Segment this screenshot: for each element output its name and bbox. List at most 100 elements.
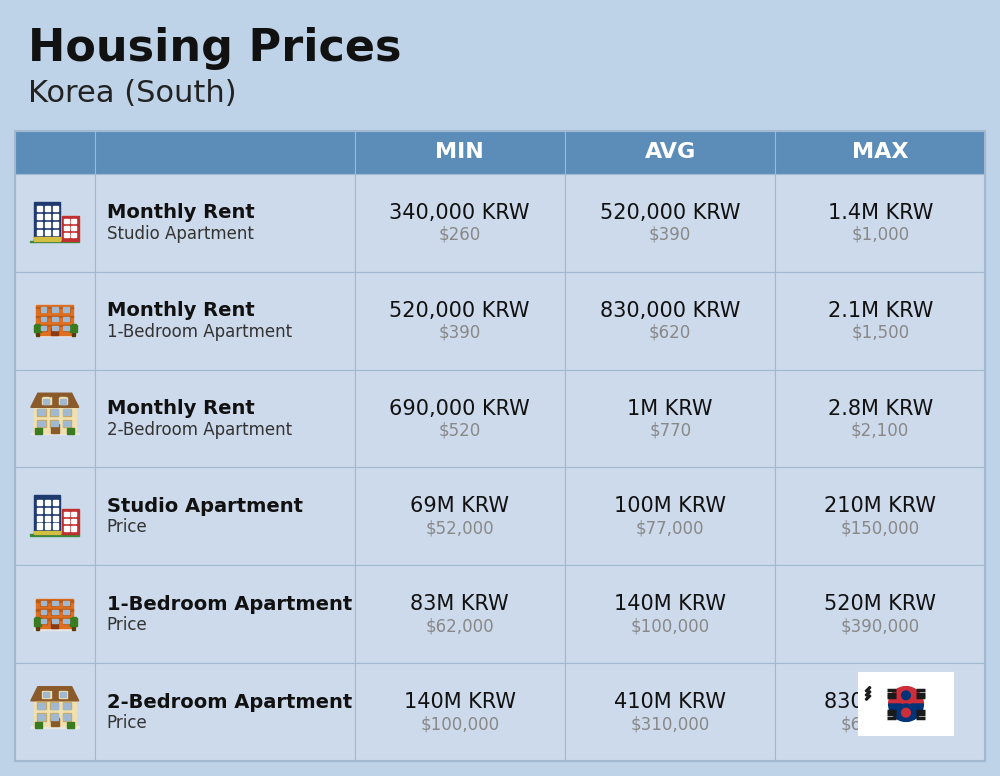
Text: 410M KRW: 410M KRW bbox=[614, 692, 726, 712]
Bar bbox=[38, 714, 45, 720]
Bar bbox=[63, 326, 69, 330]
Text: $310,000: $310,000 bbox=[631, 715, 710, 733]
Bar bbox=[53, 230, 58, 235]
Text: $2,100: $2,100 bbox=[851, 421, 909, 439]
Bar bbox=[50, 702, 58, 709]
Bar bbox=[355, 174, 565, 272]
Bar bbox=[59, 691, 67, 698]
Bar bbox=[40, 618, 47, 624]
Bar bbox=[15, 272, 95, 369]
Bar bbox=[67, 722, 74, 728]
Bar bbox=[64, 512, 69, 516]
Bar bbox=[63, 601, 69, 605]
Bar bbox=[72, 617, 76, 622]
Text: $100,000: $100,000 bbox=[420, 715, 499, 733]
Bar bbox=[51, 424, 59, 433]
Bar bbox=[60, 692, 66, 698]
Bar bbox=[95, 272, 355, 369]
Text: Monthly Rent: Monthly Rent bbox=[107, 203, 254, 223]
Text: 1-Bedroom Apartment: 1-Bedroom Apartment bbox=[107, 323, 292, 341]
Bar bbox=[36, 599, 73, 629]
Text: Studio Apartment: Studio Apartment bbox=[107, 497, 303, 516]
Bar bbox=[63, 325, 70, 331]
Bar bbox=[565, 131, 775, 174]
Bar bbox=[34, 618, 41, 625]
Bar bbox=[53, 524, 58, 528]
Bar bbox=[53, 500, 58, 505]
Bar bbox=[70, 325, 77, 332]
Bar bbox=[355, 467, 565, 566]
Wedge shape bbox=[889, 704, 923, 722]
Text: MAX: MAX bbox=[852, 143, 908, 162]
Bar bbox=[15, 369, 95, 467]
Bar bbox=[51, 327, 58, 334]
Bar bbox=[45, 206, 50, 212]
Text: 2.8M KRW: 2.8M KRW bbox=[828, 399, 933, 418]
Bar bbox=[63, 409, 71, 416]
Bar bbox=[37, 515, 42, 521]
Bar bbox=[565, 272, 775, 369]
Bar bbox=[15, 663, 95, 761]
Text: $390,000: $390,000 bbox=[841, 617, 920, 636]
Bar bbox=[45, 230, 50, 235]
Bar bbox=[63, 610, 69, 615]
Bar bbox=[34, 334, 76, 336]
Bar bbox=[63, 713, 71, 721]
Bar bbox=[60, 399, 66, 404]
Bar bbox=[53, 222, 58, 227]
Bar bbox=[51, 316, 58, 321]
Bar bbox=[51, 307, 58, 312]
Bar bbox=[37, 500, 42, 505]
Bar bbox=[71, 226, 76, 230]
Bar bbox=[34, 325, 41, 332]
Bar bbox=[63, 618, 70, 624]
Bar bbox=[67, 428, 74, 434]
Bar bbox=[41, 326, 46, 330]
Text: $620,000: $620,000 bbox=[841, 715, 920, 733]
Circle shape bbox=[897, 704, 915, 722]
Bar bbox=[565, 566, 775, 663]
Text: Price: Price bbox=[107, 714, 147, 732]
Polygon shape bbox=[31, 393, 79, 407]
Bar bbox=[565, 174, 775, 272]
Bar bbox=[355, 272, 565, 369]
Bar bbox=[42, 397, 51, 404]
Bar bbox=[95, 566, 355, 663]
Bar bbox=[775, 272, 985, 369]
Bar bbox=[63, 410, 70, 415]
Bar bbox=[36, 618, 73, 620]
Bar bbox=[52, 307, 58, 312]
Text: $100,000: $100,000 bbox=[631, 617, 710, 636]
Bar bbox=[865, 695, 871, 701]
Bar bbox=[52, 601, 58, 605]
Bar bbox=[35, 428, 42, 434]
Bar bbox=[41, 610, 46, 615]
Text: 2-Bedroom Apartment: 2-Bedroom Apartment bbox=[107, 693, 352, 712]
Bar bbox=[64, 519, 69, 524]
Bar bbox=[63, 420, 71, 427]
Text: Housing Prices: Housing Prices bbox=[28, 26, 402, 70]
Bar bbox=[15, 131, 985, 761]
Bar bbox=[565, 663, 775, 761]
Text: $77,000: $77,000 bbox=[636, 519, 704, 538]
Bar bbox=[71, 512, 76, 516]
Bar bbox=[34, 629, 76, 630]
Bar bbox=[63, 702, 71, 709]
Bar bbox=[37, 230, 42, 235]
Polygon shape bbox=[31, 687, 79, 701]
Bar bbox=[37, 409, 46, 416]
Text: $520: $520 bbox=[439, 421, 481, 439]
Bar bbox=[95, 174, 355, 272]
Bar bbox=[38, 703, 45, 708]
Bar bbox=[64, 226, 69, 230]
Bar bbox=[50, 420, 58, 427]
Bar bbox=[63, 317, 69, 320]
Bar bbox=[50, 713, 58, 721]
Bar bbox=[37, 524, 42, 528]
Text: 100M KRW: 100M KRW bbox=[614, 497, 726, 516]
Bar bbox=[63, 316, 70, 321]
Bar bbox=[34, 701, 76, 726]
Bar bbox=[72, 329, 75, 336]
Bar bbox=[52, 326, 58, 330]
Bar bbox=[51, 421, 58, 426]
